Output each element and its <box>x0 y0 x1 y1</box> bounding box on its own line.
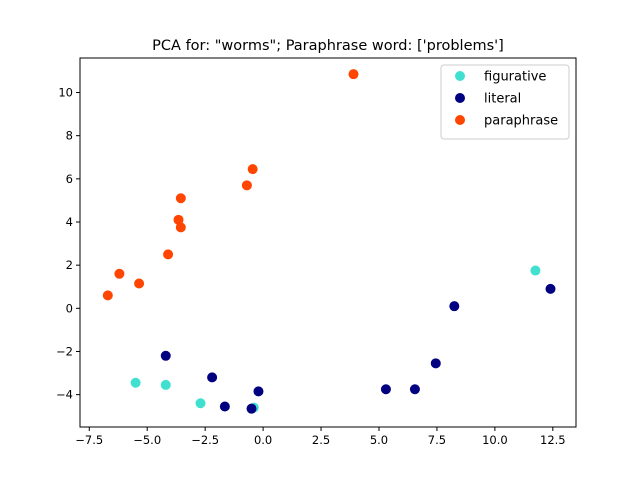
y-tick-label: 4 <box>66 215 73 229</box>
points-layer <box>102 69 556 414</box>
paraphrase-point <box>173 214 184 225</box>
legend-marker-paraphrase <box>455 115 465 125</box>
paraphrase-point <box>102 290 113 301</box>
x-tick-label: 12.5 <box>540 433 566 447</box>
x-tick-label: 7.5 <box>428 433 446 447</box>
paraphrase-point <box>134 278 145 289</box>
x-tick-label: −7.5 <box>75 433 103 447</box>
y-tick-label: −4 <box>56 388 73 402</box>
x-tick-label: 10.0 <box>482 433 508 447</box>
figurative-point <box>195 398 206 409</box>
literal-point <box>409 384 420 395</box>
y-tick-label: 6 <box>66 172 73 186</box>
literal-point <box>246 403 257 414</box>
literal-point <box>160 350 171 361</box>
paraphrase-point <box>247 164 258 175</box>
literal-point <box>207 372 218 383</box>
chart-title: PCA for: "worms"; Paraphrase word: ['pro… <box>152 38 504 54</box>
paraphrase-point <box>348 69 359 80</box>
y-tick-label: 8 <box>66 129 73 143</box>
literal-point <box>430 358 441 369</box>
paraphrase-point <box>241 180 252 191</box>
literal-point <box>545 283 556 294</box>
legend-marker-literal <box>455 93 465 103</box>
y-axis: −4 −2 0 2 4 6 8 10 <box>56 86 80 402</box>
figurative-point <box>160 379 171 390</box>
y-tick-label: 2 <box>66 258 73 272</box>
x-tick-label: 5.0 <box>370 433 388 447</box>
x-tick-label: −2.5 <box>191 433 219 447</box>
legend-label-figurative: figurative <box>484 70 546 85</box>
x-tick-label: 0.0 <box>254 433 272 447</box>
paraphrase-point <box>175 193 186 204</box>
literal-point <box>380 384 391 395</box>
legend: figurative literal paraphrase <box>440 64 570 140</box>
paraphrase-point <box>163 249 174 260</box>
y-tick-label: −2 <box>56 344 73 358</box>
legend-box <box>440 64 570 140</box>
literal-point <box>449 301 460 312</box>
y-tick-label: 10 <box>58 86 73 100</box>
figurative-point <box>130 377 141 388</box>
literal-point <box>253 386 264 397</box>
legend-label-paraphrase: paraphrase <box>484 114 558 129</box>
x-tick-label: −5.0 <box>133 433 161 447</box>
x-axis: −7.5 −5.0 −2.5 0.0 2.5 5.0 7.5 10.0 12.5 <box>75 427 566 447</box>
legend-marker-figurative <box>455 71 465 81</box>
legend-label-literal: literal <box>484 92 521 107</box>
plot-frame <box>79 57 577 428</box>
literal-point <box>219 401 230 412</box>
paraphrase-point <box>175 222 186 233</box>
figurative-point <box>530 265 541 276</box>
x-tick-label: 2.5 <box>312 433 330 447</box>
paraphrase-point <box>114 268 125 279</box>
y-tick-label: 0 <box>66 301 73 315</box>
